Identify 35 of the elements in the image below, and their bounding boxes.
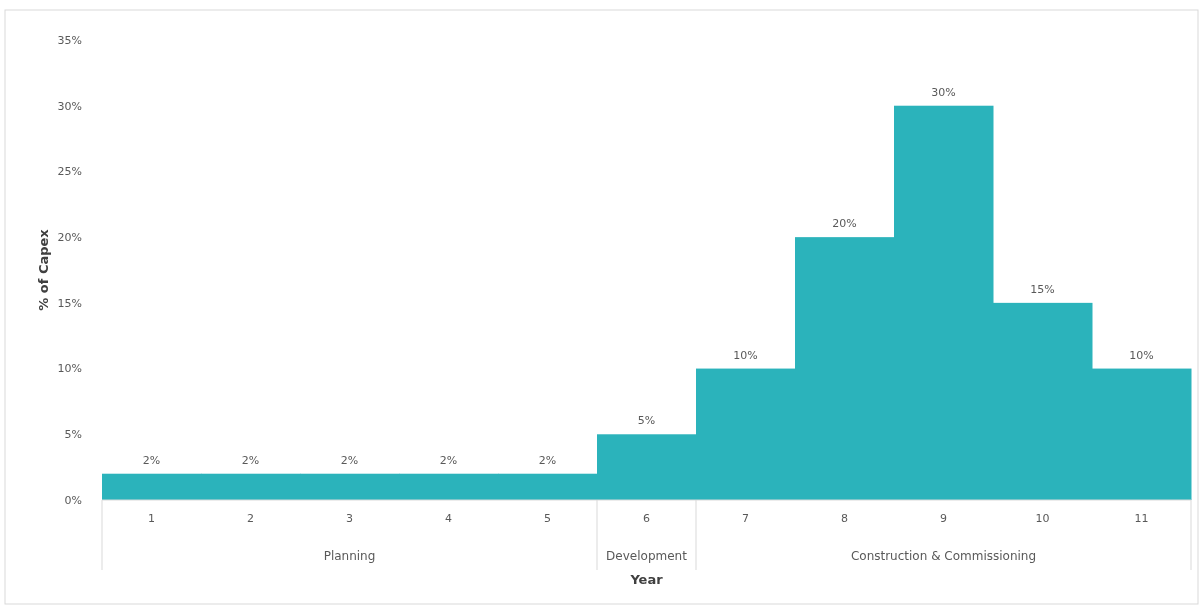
data-label: 2% bbox=[241, 453, 260, 467]
y-tick-label: 35% bbox=[57, 33, 82, 47]
y-tick-label: 5% bbox=[64, 428, 82, 442]
x-tick-label: 2 bbox=[247, 512, 254, 525]
x-tick-label: 5 bbox=[544, 512, 551, 525]
x-tick-label: 6 bbox=[643, 512, 650, 525]
y-tick-label: 30% bbox=[57, 99, 82, 113]
data-label: 5% bbox=[637, 414, 656, 428]
data-label: 2% bbox=[340, 453, 359, 467]
y-axis-title: % of Capex bbox=[36, 228, 51, 311]
y-tick-label: 25% bbox=[57, 165, 82, 179]
data-label: 10% bbox=[1129, 348, 1154, 362]
text: Planning bbox=[323, 549, 376, 563]
data-label: 30% bbox=[931, 85, 956, 99]
x-axis-title: Year bbox=[629, 572, 664, 587]
text: Development bbox=[606, 549, 688, 563]
x-tick-label: 8 bbox=[841, 512, 848, 525]
y-tick-label: 10% bbox=[57, 362, 82, 376]
x-tick-label: 1 bbox=[148, 512, 155, 525]
data-label: 2% bbox=[439, 453, 458, 467]
data-label: 2% bbox=[538, 453, 557, 467]
y-tick-label: 15% bbox=[57, 296, 82, 310]
y-tick-label: 0% bbox=[64, 493, 82, 507]
x-tick-label: 3 bbox=[346, 512, 353, 525]
data-label: 2% bbox=[142, 453, 161, 467]
data-label: 10% bbox=[733, 348, 758, 362]
x-tick-label: 7 bbox=[742, 512, 749, 525]
y-tick-label: 20% bbox=[57, 230, 82, 244]
text: Construction & Commissioning bbox=[850, 549, 1037, 563]
x-tick-label: 11 bbox=[1134, 512, 1149, 525]
data-label: 20% bbox=[832, 217, 857, 231]
x-tick-label: 10 bbox=[1035, 512, 1050, 525]
x-tick-label: 4 bbox=[445, 512, 452, 525]
data-label: 15% bbox=[1030, 282, 1055, 296]
x-tick-label: 9 bbox=[940, 512, 947, 525]
